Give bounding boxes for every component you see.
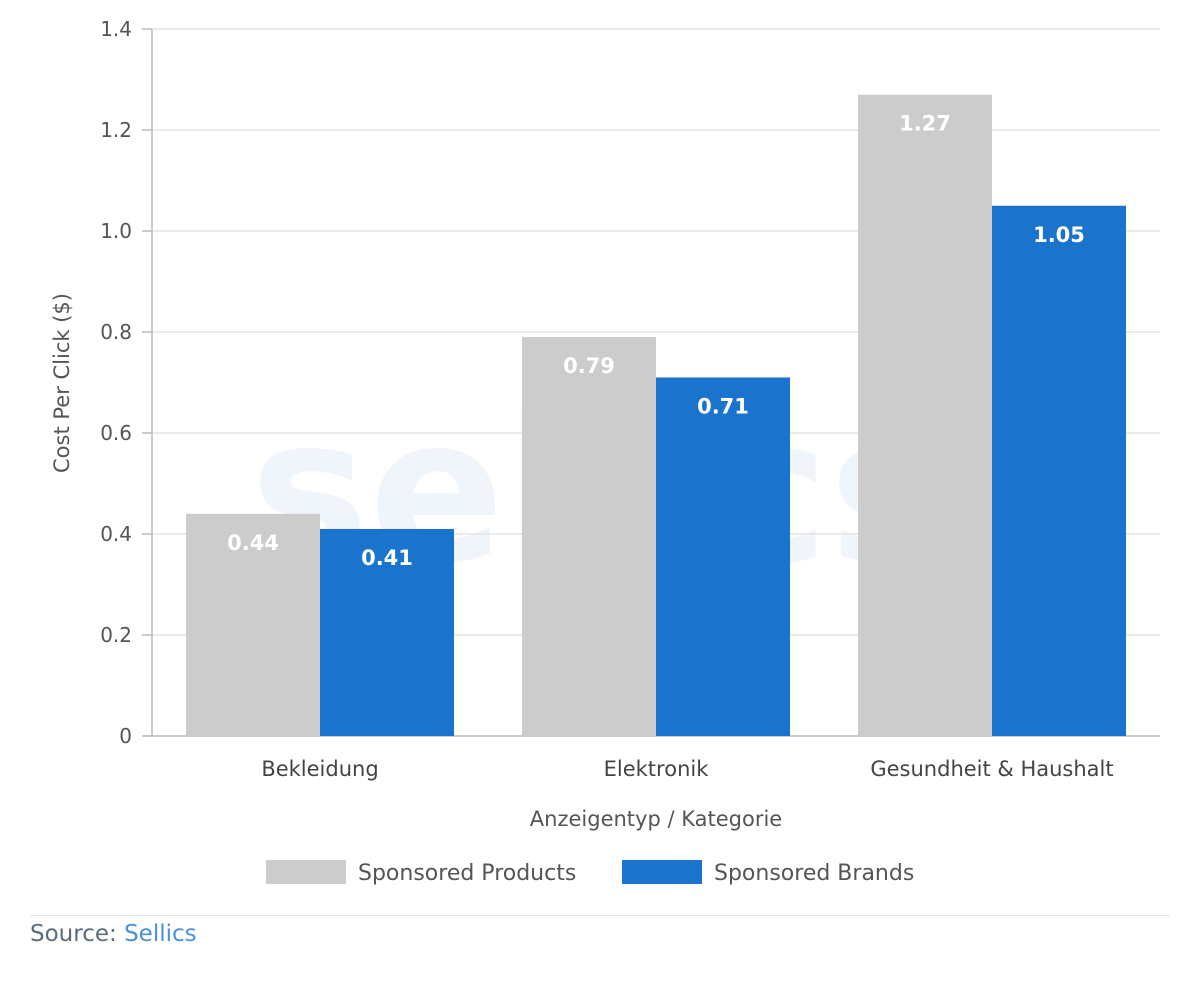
x-tick-label: Gesundheit & Haushalt — [870, 757, 1113, 781]
source-line: Source: Sellics — [30, 921, 197, 947]
bar-chart: sellics 00.20.40.60.81.01.21.40.440.41Be… — [50, 17, 1160, 886]
legend: Sponsored Products Sponsored Brands — [266, 860, 914, 886]
data-label: 1.05 — [1033, 223, 1085, 247]
source-link[interactable]: Sellics — [124, 921, 197, 947]
legend-label: Sponsored Products — [358, 861, 576, 886]
data-label: 0.71 — [697, 394, 749, 418]
data-label: 1.27 — [899, 112, 951, 136]
y-tick-label: 0 — [119, 724, 132, 748]
legend-swatch — [622, 860, 702, 884]
bar — [858, 94, 992, 736]
x-axis-title: Anzeigentyp / Kategorie — [530, 807, 782, 831]
bars — [186, 94, 1126, 736]
legend-label: Sponsored Brands — [714, 861, 914, 886]
x-tick-label: Elektronik — [604, 757, 710, 781]
y-axis-title: Cost Per Click ($) — [50, 293, 74, 473]
bar — [992, 205, 1126, 736]
y-tick-label: 0.2 — [100, 623, 132, 647]
data-label: 0.44 — [227, 531, 279, 555]
data-label: 0.79 — [563, 354, 615, 378]
labels: 0 0.2 0.4 0.6 0.8 1.0 1.2 1.4 0.44 0.41 Bekleidung… — [100, 17, 1113, 781]
divider — [30, 915, 1170, 916]
data-label: 0.41 — [361, 546, 413, 570]
bar — [656, 377, 790, 736]
y-tick-label: 1.4 — [100, 17, 132, 41]
y-tick-label: 1.0 — [100, 219, 132, 243]
y-tick-label: 0.6 — [100, 421, 132, 445]
bar — [522, 337, 656, 736]
x-tick-label: Bekleidung — [261, 757, 378, 781]
bar — [186, 513, 320, 736]
y-tick-label: 0.4 — [100, 522, 132, 546]
y-tick-label: 0.8 — [100, 320, 132, 344]
source-prefix: Source: — [30, 921, 125, 947]
bar — [320, 528, 454, 736]
legend-swatch — [266, 860, 346, 884]
y-tick-label: 1.2 — [100, 118, 132, 142]
